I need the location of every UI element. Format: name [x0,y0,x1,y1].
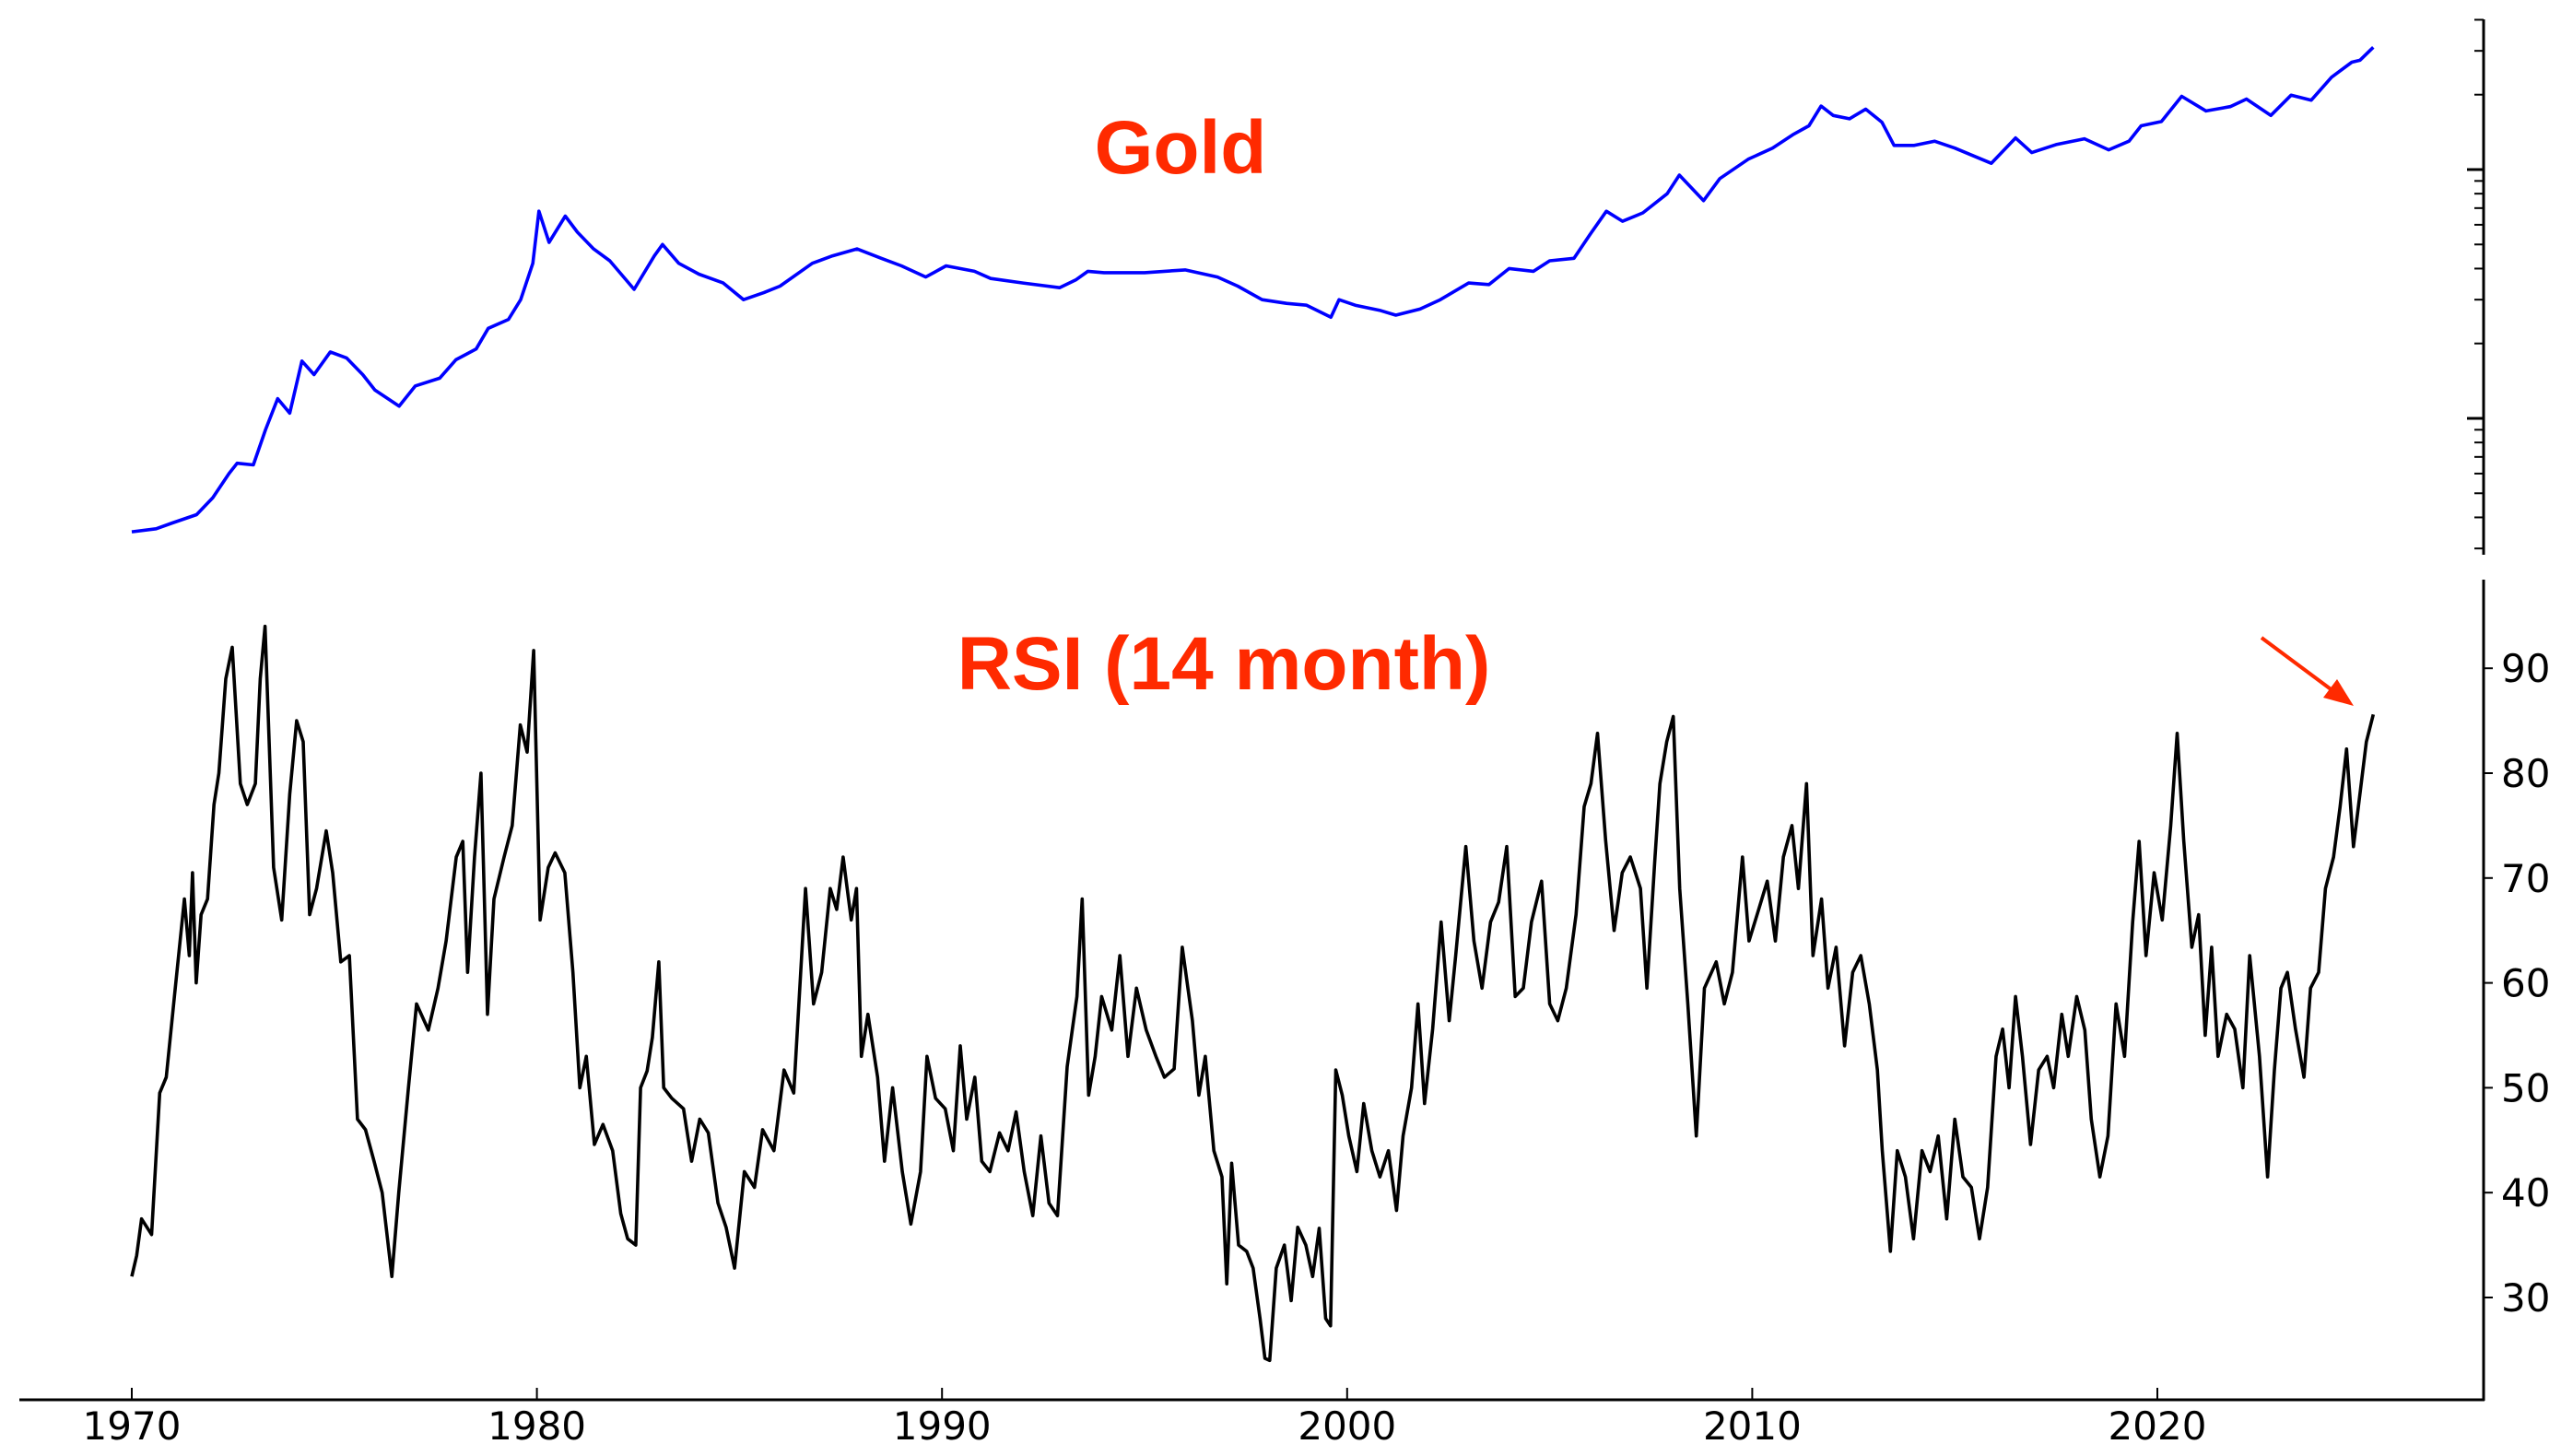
gold-title: Gold [1095,106,1267,190]
rsi-line [130,624,2376,1363]
rsi-title: RSI (14 month) [957,622,1491,706]
red-arrow-annotation [2260,636,2354,706]
rsi-y-tick-label: 60 [2501,961,2550,1006]
rsi-y-tick-label: 50 [2501,1065,2550,1110]
gold-panel: Gold [131,18,2485,555]
x-tick-label: 2010 [1703,1403,1802,1449]
arrow-shaft [2260,636,2339,696]
x-ticks: 1970 1980 1990 2000 2010 2020 [83,1388,2207,1449]
gold-price-line [131,46,2375,534]
gold-y-ticks [2467,18,2484,550]
x-tick-label: 1990 [893,1403,992,1449]
rsi-y-ticks: 30 40 50 60 70 80 90 [2484,646,2550,1321]
rsi-y-tick-label: 80 [2501,751,2550,796]
rsi-y-tick-label: 90 [2501,646,2550,691]
x-tick-label: 2000 [1298,1403,1396,1449]
arrow-head-icon [2323,679,2354,706]
x-tick-label: 1970 [83,1403,182,1449]
rsi-y-tick-label: 40 [2501,1170,2550,1215]
rsi-y-tick-label: 30 [2501,1275,2550,1321]
x-tick-label: 2020 [2109,1403,2207,1449]
rsi-y-tick-label: 70 [2501,856,2550,901]
x-tick-label: 1980 [488,1403,586,1449]
